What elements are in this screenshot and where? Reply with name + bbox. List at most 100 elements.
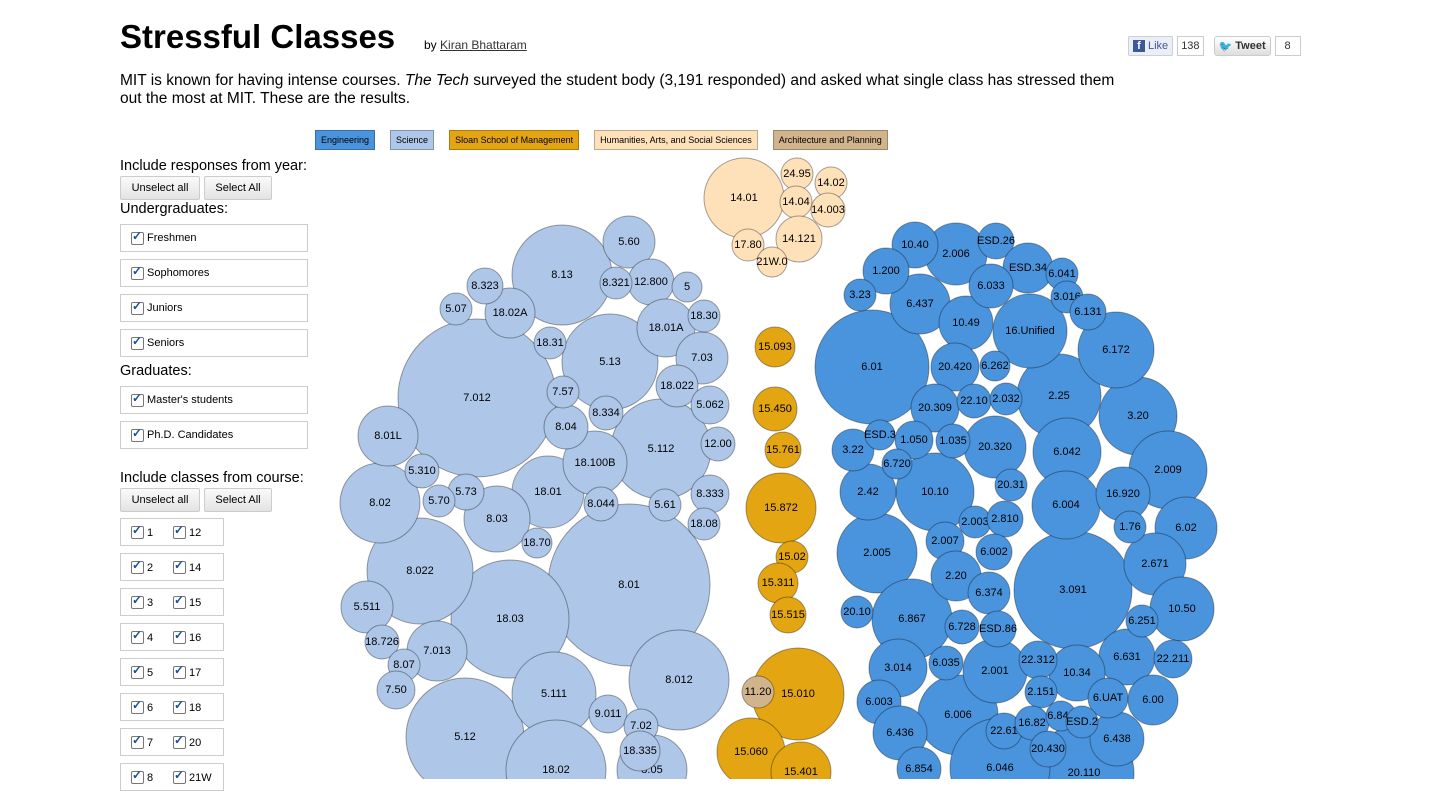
bubble-circle[interactable] bbox=[989, 382, 1023, 416]
bubble-circle[interactable] bbox=[655, 364, 699, 408]
bubble-5-70[interactable]: 5.70 bbox=[422, 484, 456, 518]
bubble-8-334[interactable]: 8.334 bbox=[588, 395, 624, 431]
bubble-5-07[interactable]: 5.07 bbox=[439, 292, 473, 326]
bubble-esd-86[interactable]: ESD.86 bbox=[979, 610, 1017, 648]
bubble-6-374[interactable]: 6.374 bbox=[967, 571, 1011, 615]
bubble-12-800[interactable]: 12.800 bbox=[627, 258, 675, 306]
bubble-22-211[interactable]: 22.211 bbox=[1153, 639, 1193, 679]
bubble-8-04[interactable]: 8.04 bbox=[543, 404, 589, 450]
bubble-12-00[interactable]: 12.00 bbox=[700, 426, 736, 462]
bubble-2-001[interactable]: 2.001 bbox=[962, 638, 1028, 704]
bubble-15-515[interactable]: 15.515 bbox=[769, 596, 807, 634]
bubble-circle[interactable] bbox=[770, 741, 832, 779]
bubble-8-01l[interactable]: 8.01L bbox=[357, 405, 419, 467]
bubble-10-49[interactable]: 10.49 bbox=[938, 295, 994, 351]
bubble-18-335[interactable]: 18.335 bbox=[619, 730, 661, 772]
bubble-circle[interactable] bbox=[881, 448, 913, 480]
checkbox[interactable] bbox=[173, 733, 186, 749]
bubble-circle[interactable] bbox=[366, 517, 474, 625]
bubble-circle[interactable] bbox=[928, 645, 964, 681]
year-option-masters[interactable]: Master's students bbox=[120, 386, 308, 414]
bubble-circle[interactable] bbox=[840, 595, 874, 629]
bubble-circle[interactable] bbox=[731, 228, 765, 262]
checkbox[interactable] bbox=[131, 558, 144, 574]
bubble-18-01a[interactable]: 18.01A bbox=[636, 298, 696, 358]
bubble-20-420[interactable]: 20.420 bbox=[930, 342, 980, 392]
bubble-circle[interactable] bbox=[1065, 705, 1099, 739]
bubble-20-320[interactable]: 20.320 bbox=[963, 415, 1027, 479]
bubble-2-032[interactable]: 2.032 bbox=[989, 382, 1023, 416]
checkbox[interactable] bbox=[131, 593, 144, 609]
bubble-circle[interactable] bbox=[690, 385, 730, 425]
checkbox[interactable] bbox=[131, 698, 144, 714]
bubble-circle[interactable] bbox=[583, 486, 619, 522]
bubble-circle[interactable] bbox=[896, 746, 942, 779]
bubble-6-436[interactable]: 6.436 bbox=[872, 705, 928, 761]
bubble-18-30[interactable]: 18.30 bbox=[687, 299, 721, 333]
bubble-circle[interactable] bbox=[894, 420, 934, 460]
bubble-2-25[interactable]: 2.25 bbox=[1016, 353, 1102, 439]
bubble-20-309[interactable]: 20.309 bbox=[910, 383, 960, 433]
bubble-circle[interactable] bbox=[979, 610, 1017, 648]
course-option-3[interactable]: 3 bbox=[131, 593, 153, 609]
bubble-circle[interactable] bbox=[992, 293, 1068, 369]
bubble-15-450[interactable]: 15.450 bbox=[752, 386, 798, 432]
bubble-circle[interactable] bbox=[484, 287, 536, 339]
year-option-phd[interactable]: Ph.D. Candidates bbox=[120, 421, 308, 449]
bubble-circle[interactable] bbox=[619, 730, 661, 772]
bubble-circle[interactable] bbox=[944, 609, 980, 645]
bubble-18-31[interactable]: 18.31 bbox=[533, 326, 567, 360]
checkbox[interactable] bbox=[173, 698, 186, 714]
bubble-18-02a[interactable]: 18.02A bbox=[484, 287, 536, 339]
bubble-circle[interactable] bbox=[588, 694, 628, 734]
bubble-circle[interactable] bbox=[439, 292, 473, 326]
bubble-circle[interactable] bbox=[687, 299, 721, 333]
course-option-14[interactable]: 14 bbox=[173, 558, 201, 574]
bubble-6-035[interactable]: 6.035 bbox=[928, 645, 964, 681]
bubble-2-42[interactable]: 2.42 bbox=[839, 463, 897, 521]
bubble-esd-26[interactable]: ESD.26 bbox=[977, 222, 1015, 260]
checkbox[interactable] bbox=[131, 523, 144, 539]
bubble-circle[interactable] bbox=[1077, 311, 1155, 389]
bubble-6-131[interactable]: 6.131 bbox=[1069, 293, 1107, 331]
bubble-18-03[interactable]: 18.03 bbox=[450, 559, 570, 679]
checkbox[interactable] bbox=[131, 299, 144, 315]
year-select-all-button[interactable]: Select All bbox=[204, 176, 272, 200]
bubble-9-011[interactable]: 9.011 bbox=[588, 694, 628, 734]
bubble-8-012[interactable]: 8.012 bbox=[628, 629, 730, 731]
course-option-18[interactable]: 18 bbox=[173, 698, 201, 714]
bubble-8-321[interactable]: 8.321 bbox=[599, 266, 633, 300]
bubble-2-151[interactable]: 2.151 bbox=[1024, 675, 1058, 709]
year-unselect-all-button[interactable]: Unselect all bbox=[120, 176, 200, 200]
bubble-21w-0[interactable]: 21W.0 bbox=[756, 246, 788, 278]
course-option-12[interactable]: 12 bbox=[173, 523, 201, 539]
bubble-circle[interactable] bbox=[994, 468, 1028, 502]
bubble-15-311[interactable]: 15.311 bbox=[757, 562, 799, 604]
course-option-16[interactable]: 16 bbox=[173, 628, 201, 644]
course-option-7[interactable]: 7 bbox=[131, 733, 153, 749]
bubble-6-033[interactable]: 6.033 bbox=[968, 263, 1014, 309]
bubble-3-22[interactable]: 3.22 bbox=[831, 428, 875, 472]
course-option-2[interactable]: 2 bbox=[131, 558, 153, 574]
bubble-5-73[interactable]: 5.73 bbox=[447, 473, 485, 511]
bubble-circle[interactable] bbox=[769, 596, 807, 634]
bubble-circle[interactable] bbox=[975, 533, 1013, 571]
bubble-6-172[interactable]: 6.172 bbox=[1077, 311, 1155, 389]
year-option-juniors[interactable]: Juniors bbox=[120, 294, 308, 322]
course-option-1[interactable]: 1 bbox=[131, 523, 153, 539]
bubble-22-10[interactable]: 22.10 bbox=[956, 383, 992, 419]
legend-engineering[interactable]: Engineering bbox=[315, 130, 376, 150]
bubble-6-00[interactable]: 6.00 bbox=[1127, 674, 1179, 726]
bubble-14-121[interactable]: 14.121 bbox=[775, 215, 823, 263]
bubble-8-044[interactable]: 8.044 bbox=[583, 486, 619, 522]
bubble-5-60[interactable]: 5.60 bbox=[602, 215, 656, 269]
bubble-6-720[interactable]: 6.720 bbox=[881, 448, 913, 480]
bubble-circle[interactable] bbox=[521, 527, 553, 559]
legend-science[interactable]: Science bbox=[390, 130, 435, 150]
bubble-20-10[interactable]: 20.10 bbox=[840, 595, 874, 629]
course-option-5[interactable]: 5 bbox=[131, 663, 153, 679]
bubble-circle[interactable] bbox=[533, 326, 567, 360]
bubble-circle[interactable] bbox=[745, 472, 817, 544]
checkbox[interactable] bbox=[173, 523, 186, 539]
bubble-15-401[interactable]: 15.401 bbox=[770, 741, 832, 779]
